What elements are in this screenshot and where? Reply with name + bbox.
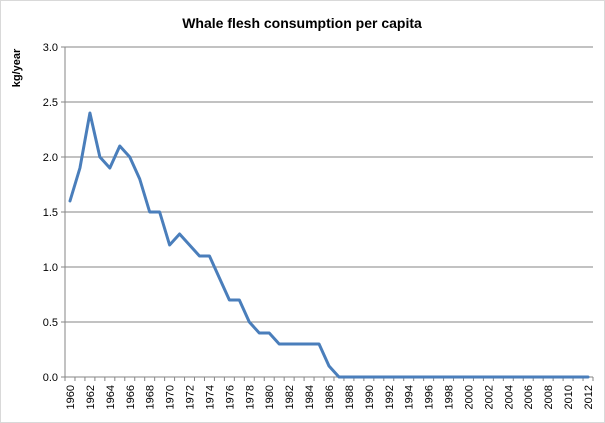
x-tick-label: 1982 [284, 385, 296, 409]
x-tick-label: 1974 [204, 385, 216, 409]
x-tick-label: 1992 [384, 385, 396, 409]
x-tick-label: 2012 [583, 385, 595, 409]
y-tick-label: 2.0 [43, 152, 58, 164]
y-tick-label: 2.5 [43, 97, 58, 109]
x-tick-label: 1994 [404, 385, 416, 409]
x-tick-label: 2004 [503, 385, 515, 409]
x-tick-label: 1972 [185, 385, 197, 409]
x-tick-label: 1980 [264, 385, 276, 409]
x-tick-label: 2010 [563, 385, 575, 409]
x-tick-label: 1960 [65, 385, 77, 409]
x-tick-label: 1998 [444, 385, 456, 409]
x-tick-labels: 1960 1962 1964 1966 1968 1970 1972 1974 1976 1978… [65, 385, 595, 409]
x-tick-label: 1976 [224, 385, 236, 409]
chart-title: Whale flesh consumption per capita [182, 15, 422, 31]
x-tick-label: 2006 [523, 385, 535, 409]
series-line [68, 111, 590, 379]
x-tick-label: 1996 [424, 385, 436, 409]
y-axis-label: kg/year [11, 48, 23, 87]
gridlines [65, 46, 593, 323]
x-tick-label: 2002 [483, 385, 495, 409]
y-tick-label: 0.5 [43, 317, 58, 329]
x-tick-label: 1984 [304, 385, 316, 409]
y-tick-label: 1.5 [43, 207, 58, 219]
x-tick-label: 1988 [344, 385, 356, 409]
y-tick-label: 0.0 [43, 372, 58, 384]
x-tick-label: 2008 [543, 385, 555, 409]
x-tick-label: 1966 [125, 385, 137, 409]
series-layer [68, 111, 590, 379]
y-tick-label: 3.0 [43, 42, 58, 54]
x-tick-label: 1978 [244, 385, 256, 409]
x-tick-label: 1970 [165, 385, 177, 409]
x-tick-label: 1968 [145, 385, 157, 409]
x-tick-label: 2000 [463, 385, 475, 409]
x-tick-label: 1990 [364, 385, 376, 409]
axes [61, 46, 594, 381]
x-tick-label: 1986 [324, 385, 336, 409]
x-tick-label: 1964 [105, 385, 117, 409]
y-tick-label: 1.0 [43, 262, 58, 274]
y-tick-labels: 0.0 0.5 1.0 1.5 2.0 2.5 3.0 [43, 42, 58, 384]
x-tick-label: 1962 [85, 385, 97, 409]
